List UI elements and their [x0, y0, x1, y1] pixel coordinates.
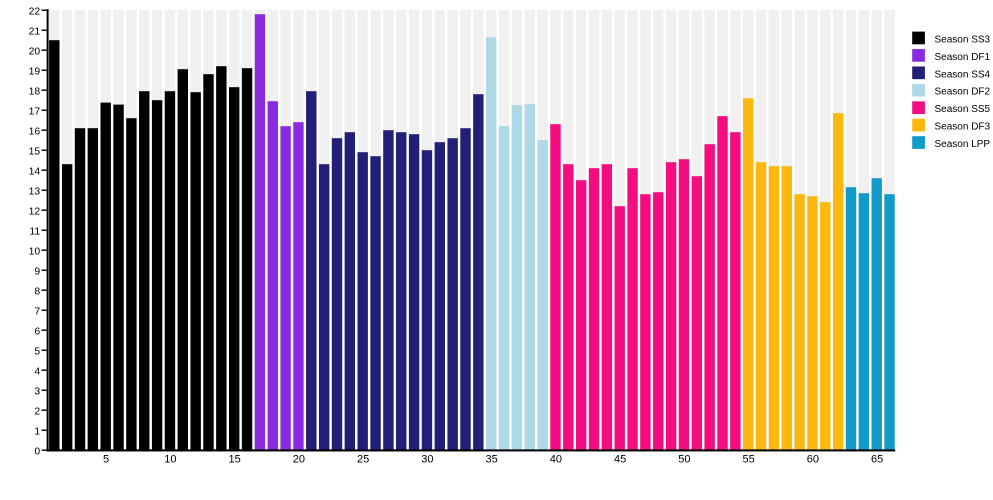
svg-text:10: 10 [29, 246, 41, 257]
svg-text:22: 22 [29, 6, 41, 17]
svg-text:8: 8 [34, 286, 40, 297]
svg-text:19: 19 [29, 66, 41, 77]
svg-text:Season SS5: Season SS5 [935, 104, 991, 115]
svg-text:35: 35 [485, 453, 497, 465]
svg-text:17: 17 [29, 106, 41, 117]
svg-text:3: 3 [34, 386, 40, 397]
svg-text:55: 55 [742, 453, 754, 465]
svg-text:Season DF2: Season DF2 [935, 87, 991, 98]
svg-text:65: 65 [871, 453, 883, 465]
svg-text:30: 30 [421, 453, 433, 465]
svg-text:60: 60 [807, 453, 819, 465]
svg-text:5: 5 [103, 453, 109, 465]
svg-text:14: 14 [29, 166, 41, 177]
svg-text:Season DF1: Season DF1 [935, 52, 991, 63]
svg-text:20: 20 [293, 453, 305, 465]
svg-text:6: 6 [34, 326, 40, 337]
svg-text:11: 11 [29, 226, 40, 237]
svg-text:5: 5 [34, 346, 40, 357]
svg-text:21: 21 [29, 26, 41, 37]
svg-text:7: 7 [34, 306, 40, 317]
svg-text:25: 25 [357, 453, 369, 465]
svg-text:12: 12 [29, 206, 41, 217]
svg-text:50: 50 [678, 453, 690, 465]
svg-text:16: 16 [29, 126, 41, 137]
svg-text:Season SS4: Season SS4 [935, 69, 991, 80]
svg-text:Season LPP: Season LPP [935, 139, 991, 150]
svg-text:1: 1 [34, 426, 40, 437]
svg-text:Season DF3: Season DF3 [935, 122, 991, 133]
svg-text:13: 13 [29, 186, 41, 197]
svg-text:Season SS3: Season SS3 [935, 34, 991, 45]
svg-text:40: 40 [550, 453, 562, 465]
svg-text:10: 10 [164, 453, 176, 465]
svg-text:2: 2 [34, 406, 40, 417]
svg-text:15: 15 [228, 453, 240, 465]
svg-text:20: 20 [29, 46, 41, 57]
svg-text:15: 15 [29, 146, 41, 157]
svg-text:0: 0 [34, 446, 40, 457]
svg-text:18: 18 [29, 86, 41, 97]
svg-text:9: 9 [34, 266, 40, 277]
svg-text:45: 45 [614, 453, 626, 465]
svg-text:4: 4 [34, 366, 40, 377]
